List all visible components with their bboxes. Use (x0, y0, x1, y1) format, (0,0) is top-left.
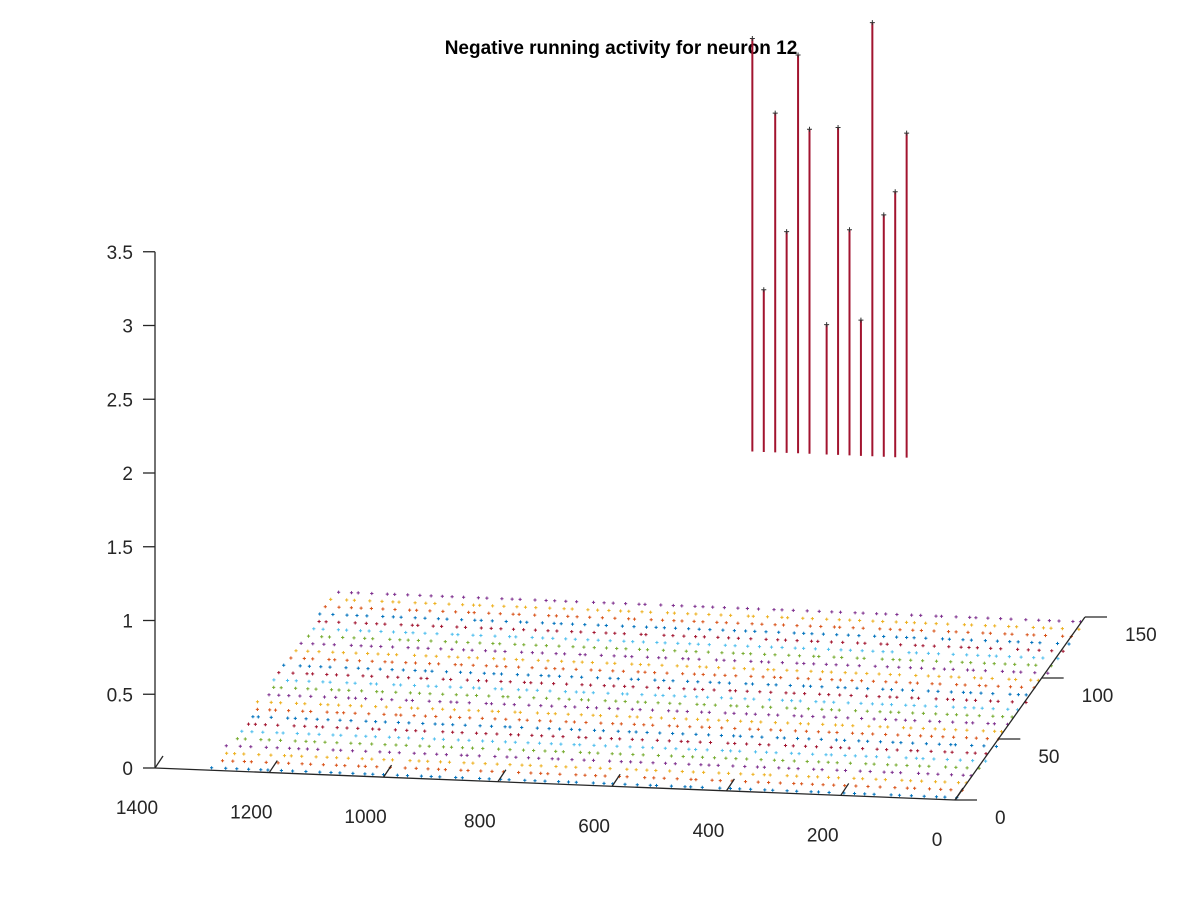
baseline-points (210, 590, 1083, 800)
spike-marker (846, 227, 852, 233)
baseline-row (289, 656, 1036, 690)
z-tick-label: 1 (122, 612, 133, 633)
x-tick (154, 755, 164, 769)
spike-stems (749, 20, 910, 458)
z-tick-label: 2.5 (107, 390, 133, 411)
z-tick-label: 0 (122, 759, 133, 780)
baseline-row (306, 634, 1053, 668)
x-tick (268, 760, 278, 773)
x-tick-label: 800 (464, 812, 496, 833)
baseline-row (312, 627, 1060, 661)
spike-marker (784, 229, 790, 235)
baseline-row (272, 685, 1014, 719)
baseline-row (337, 590, 1083, 624)
baseline-row (267, 693, 1010, 726)
baseline-row (318, 612, 1071, 646)
spike-marker (904, 130, 910, 136)
spike-marker (806, 126, 812, 132)
baseline-row (294, 649, 1040, 682)
x-tick (497, 769, 507, 783)
x-axis-line (154, 767, 956, 801)
baseline-row (235, 737, 981, 770)
baseline-row (210, 766, 959, 800)
spike-marker (772, 110, 778, 116)
baseline-row (323, 605, 1073, 639)
y-tick-label: 50 (1038, 747, 1059, 768)
x-tick (611, 773, 621, 787)
baseline-row (277, 671, 1028, 705)
x-tick (725, 778, 735, 792)
z-tick-label: 3.5 (107, 243, 133, 264)
x-tick-label: 200 (807, 825, 839, 846)
x-tick-label: 400 (693, 821, 725, 842)
baseline-row (329, 597, 1081, 631)
x-tick (383, 764, 393, 778)
baseline-row (225, 751, 968, 785)
y-tick-label: 0 (995, 808, 1006, 829)
z-tick-label: 2 (122, 464, 133, 485)
y-tick-label: 100 (1082, 686, 1114, 707)
x-tick-label: 1200 (230, 803, 272, 824)
y-axis-line (954, 616, 1086, 801)
baseline-row (255, 700, 1004, 734)
spike-marker (858, 317, 864, 323)
x-tick-label: 0 (932, 830, 943, 851)
spike-marker (824, 322, 830, 328)
axes: 00.511.522.533.5020040060080010001200140… (107, 243, 1157, 851)
spike-marker (835, 124, 841, 130)
baseline-row (246, 722, 988, 756)
z-tick-label: 0.5 (107, 685, 133, 706)
y-tick-label: 150 (1125, 625, 1157, 646)
z-tick-label: 3 (122, 317, 133, 338)
z-tick-label: 1.5 (107, 538, 133, 559)
baseline-row (224, 744, 973, 778)
baseline-row (251, 715, 998, 749)
baseline-row (272, 678, 1020, 712)
baseline-row (240, 729, 988, 763)
chart-title: Negative running activity for neuron 12 (444, 38, 798, 59)
spike-marker (795, 52, 801, 58)
x-tick (840, 783, 850, 796)
spike-marker (761, 287, 767, 293)
spike-marker (892, 189, 898, 195)
baseline-row (317, 619, 1065, 653)
baseline-row (282, 663, 1028, 697)
x-tick-label: 1000 (344, 807, 386, 828)
baseline-row (299, 641, 1050, 675)
spike-marker (869, 20, 875, 26)
spike-marker (749, 35, 755, 41)
baseline-row (255, 707, 1001, 741)
x-tick-label: 600 (578, 816, 610, 837)
x-tick-label: 1400 (116, 798, 158, 819)
spike-marker (881, 212, 887, 218)
